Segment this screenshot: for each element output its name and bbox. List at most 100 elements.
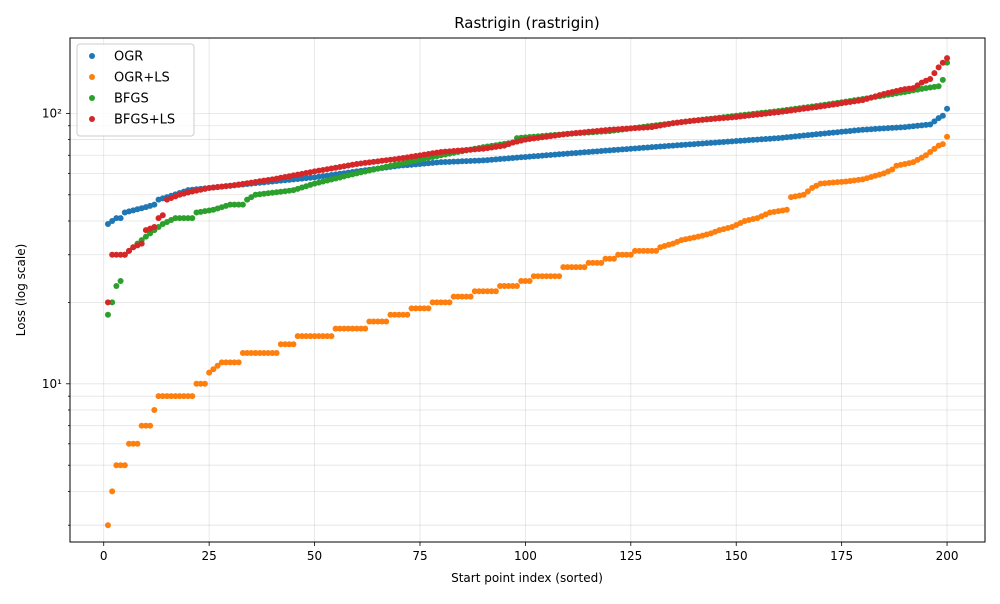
legend-label: OGR+LS: [114, 71, 170, 86]
data-point: [260, 349, 267, 356]
data-point: [248, 349, 255, 356]
data-point: [180, 215, 187, 222]
data-point: [927, 76, 934, 83]
data-point: [522, 277, 529, 284]
data-point: [632, 247, 639, 254]
data-point: [126, 247, 133, 254]
data-point: [530, 273, 537, 280]
data-point: [509, 282, 516, 289]
data-point: [459, 158, 466, 165]
data-point: [922, 152, 929, 159]
data-point: [303, 333, 310, 340]
data-point: [117, 215, 124, 222]
data-point: [944, 55, 951, 62]
axes: 0 25 50 75 100 125 150 175 200 10¹ 10²: [42, 106, 959, 563]
data-point: [476, 288, 483, 295]
data-point: [623, 251, 630, 258]
data-point: [471, 157, 478, 164]
data-point: [159, 212, 166, 219]
data-point: [421, 305, 428, 312]
data-point: [653, 247, 660, 254]
data-point: [109, 299, 116, 306]
data-point: [467, 157, 474, 164]
data-point: [615, 251, 622, 258]
legend-label: OGR: [114, 50, 143, 65]
data-point: [889, 166, 896, 173]
legend-label: BFGS: [114, 92, 149, 107]
legend-marker: [89, 74, 95, 80]
data-point: [252, 349, 259, 356]
data-point: [121, 251, 128, 258]
data-point: [206, 369, 213, 376]
data-point: [581, 264, 588, 271]
data-point: [598, 259, 605, 266]
data-point: [138, 422, 145, 429]
series-ogr-ls: [104, 133, 951, 529]
y-axis-label: Loss (log scale): [14, 244, 28, 337]
data-point: [492, 288, 499, 295]
data-point: [109, 217, 116, 224]
data-point: [476, 157, 483, 164]
data-point: [640, 247, 647, 254]
data-point: [235, 359, 242, 366]
data-point: [235, 201, 242, 208]
data-point: [383, 318, 390, 325]
data-point: [488, 288, 495, 295]
data-point: [636, 247, 643, 254]
data-point: [218, 359, 225, 366]
data-point: [939, 59, 946, 66]
data-point: [484, 288, 491, 295]
data-point: [189, 393, 196, 400]
data-point: [265, 349, 272, 356]
data-point: [564, 264, 571, 271]
data-point: [113, 215, 120, 222]
data-point: [939, 112, 946, 119]
legend-label: BFGS+LS: [114, 113, 175, 128]
data-point: [505, 282, 512, 289]
data-point: [282, 341, 289, 348]
data-point: [104, 220, 111, 227]
data-point: [147, 422, 154, 429]
data-point: [104, 299, 111, 306]
data-point: [311, 333, 318, 340]
data-point: [610, 255, 617, 262]
data-point: [391, 311, 398, 318]
legend-marker: [89, 53, 95, 59]
data-point: [425, 305, 432, 312]
data-point: [121, 462, 128, 469]
data-point: [273, 349, 280, 356]
data-point: [227, 359, 234, 366]
data-point: [480, 288, 487, 295]
x-tick-label: 50: [307, 549, 322, 563]
data-point: [104, 311, 111, 318]
data-point: [126, 440, 133, 447]
x-tick-label: 175: [830, 549, 853, 563]
data-point: [939, 76, 946, 83]
data-point: [172, 215, 179, 222]
data-point: [239, 349, 246, 356]
data-point: [935, 64, 942, 71]
data-point: [400, 311, 407, 318]
x-tick-label: 150: [725, 549, 748, 563]
data-point: [113, 251, 120, 258]
data-point: [446, 299, 453, 306]
x-tick-label: 200: [936, 549, 959, 563]
data-point: [223, 359, 230, 366]
data-point: [332, 325, 339, 332]
x-tick-label: 25: [202, 549, 217, 563]
data-point: [416, 305, 423, 312]
series-ogr: [104, 105, 951, 227]
data-point: [189, 215, 196, 222]
data-point: [328, 333, 335, 340]
x-tick-label: 100: [514, 549, 537, 563]
data-point: [454, 158, 461, 165]
legend: OGR OGR+LS BFGS BFGS+LS: [76, 43, 195, 137]
data-point: [315, 333, 322, 340]
data-point: [269, 349, 276, 356]
data-point: [935, 83, 942, 90]
data-point: [176, 215, 183, 222]
legend-box: [76, 43, 195, 137]
data-point: [130, 440, 137, 447]
data-point: [585, 259, 592, 266]
data-point: [214, 362, 221, 369]
